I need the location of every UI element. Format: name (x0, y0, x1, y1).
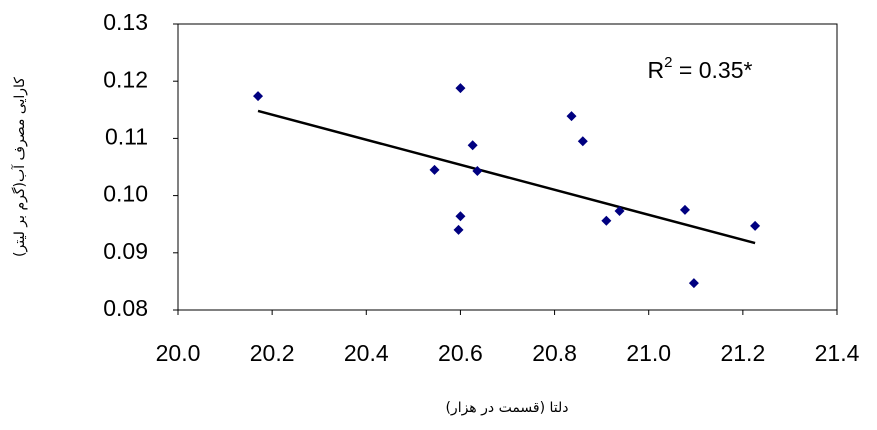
y-tick-label: 0.08 (103, 295, 148, 321)
x-tick-label: 21.2 (720, 340, 765, 366)
x-tick-label: 20.6 (438, 340, 483, 366)
point (688, 278, 699, 289)
x-tick-label: 21.0 (626, 340, 671, 366)
y-tick-label: 0.11 (105, 123, 148, 149)
y-tick-label: 0.10 (103, 181, 148, 207)
x-tick-label: 21.4 (815, 340, 860, 366)
r-squared: R2 = 0.35* (648, 54, 753, 83)
y-tick-label: 0.12 (103, 66, 148, 92)
point (614, 206, 625, 217)
point (429, 164, 440, 175)
y-tick-label: 0.09 (103, 238, 148, 264)
point (566, 111, 577, 122)
point (679, 204, 690, 215)
point (455, 211, 466, 222)
point (455, 83, 466, 94)
x-tick-label: 20.0 (156, 340, 201, 366)
point (750, 220, 761, 231)
plot-frame (177, 23, 838, 311)
x-tick-label: 20.2 (250, 340, 295, 366)
x-tick-label: 20.8 (532, 340, 577, 366)
r-rest: = 0.35* (673, 57, 753, 83)
point (601, 215, 612, 226)
r-sup: 2 (664, 54, 672, 71)
y-tick-label: 0.13 (103, 9, 148, 35)
point (467, 140, 478, 151)
r-base: R (648, 57, 665, 83)
x-axis-title: دلتا (قسمت در هزار) (445, 400, 568, 416)
x-tick-label: 20.4 (344, 340, 389, 366)
point (577, 136, 588, 147)
point (453, 224, 464, 235)
y-axis-title: کارایی مصرف آب(گرم بر لیتر) (11, 77, 28, 257)
trendline (257, 109, 756, 245)
point (253, 91, 264, 102)
point (472, 166, 483, 177)
